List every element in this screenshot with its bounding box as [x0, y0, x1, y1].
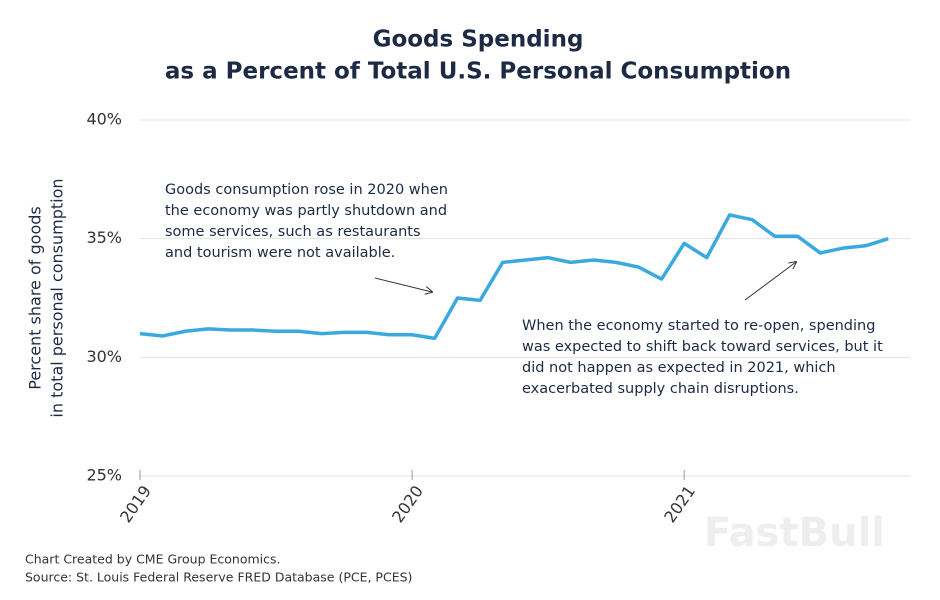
- annotation: did not happen as expected in 2021, whic…: [522, 360, 836, 376]
- chart-title: Goods Spending: [373, 27, 584, 53]
- footer: Chart Created by CME Group Economics.: [25, 552, 280, 567]
- arrow: [374, 277, 432, 292]
- y-tick-label: 40%: [86, 110, 122, 129]
- x-tick-label: 2019: [116, 482, 155, 526]
- annotation: and tourism were not available.: [165, 245, 395, 261]
- annotation: When the economy started to re-open, spe…: [522, 318, 875, 334]
- y-axis-label: in total personal consumption: [48, 178, 67, 417]
- y-axis-label: Percent share of goods: [26, 206, 45, 389]
- annotation: Goods consumption rose in 2020 when: [165, 182, 448, 198]
- data-line: [139, 213, 889, 341]
- y-tick-label: 25%: [86, 466, 122, 485]
- x-tick-label: 2021: [660, 482, 699, 526]
- arrow: [744, 262, 796, 301]
- annotation: exacerbated supply chain disruptions.: [522, 381, 799, 397]
- chart-title: as a Percent of Total U.S. Personal Cons…: [165, 59, 791, 85]
- x-tick-label: 2020: [388, 482, 427, 526]
- footer: Source: St. Louis Federal Reserve FRED D…: [25, 570, 412, 585]
- y-tick-label: 30%: [86, 347, 122, 366]
- watermark: FastBull: [704, 510, 885, 556]
- annotation: was expected to shift back toward servic…: [522, 339, 883, 355]
- y-tick-label: 35%: [86, 228, 122, 247]
- annotation: some services, such as restaurants: [165, 224, 421, 240]
- annotation: the economy was partly shutdown and: [165, 203, 447, 219]
